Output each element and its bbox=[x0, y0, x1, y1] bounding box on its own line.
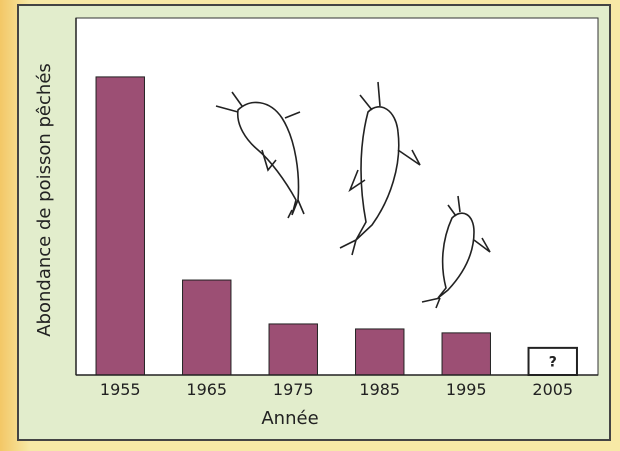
page: Année Abondance de poisson pêchés 1955 19… bbox=[0, 0, 620, 451]
bar bbox=[356, 329, 404, 375]
bar bbox=[96, 77, 144, 375]
x-tick-label: 1965 bbox=[186, 380, 227, 399]
chart: Année Abondance de poisson pêchés 1955 19… bbox=[0, 0, 620, 451]
plot-area bbox=[76, 18, 598, 375]
annotation: ? bbox=[549, 354, 557, 370]
x-tick-label: 1955 bbox=[100, 380, 141, 399]
x-axis-label: Année bbox=[261, 408, 318, 429]
bar bbox=[442, 333, 490, 375]
x-tick-label: 1995 bbox=[446, 380, 487, 399]
bar bbox=[183, 280, 231, 375]
y-axis-label: Abondance de poisson pêchés bbox=[34, 63, 55, 337]
bar bbox=[269, 324, 317, 375]
x-tick-label: 1985 bbox=[359, 380, 400, 399]
x-tick-label: 1975 bbox=[273, 380, 314, 399]
x-tick-label: 2005 bbox=[532, 380, 573, 399]
